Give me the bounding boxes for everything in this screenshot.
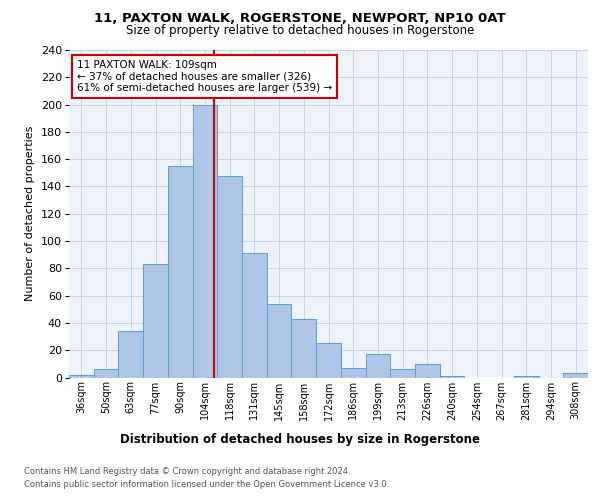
Bar [168, 166, 193, 378]
Text: Distribution of detached houses by size in Rogerstone: Distribution of detached houses by size … [120, 432, 480, 446]
Bar [69, 375, 94, 378]
Text: Size of property relative to detached houses in Rogerstone: Size of property relative to detached ho… [126, 24, 474, 37]
Bar [217, 176, 242, 378]
Bar [390, 370, 415, 378]
Bar [341, 368, 365, 378]
Bar [316, 344, 341, 378]
Bar [514, 376, 539, 378]
Text: 11, PAXTON WALK, ROGERSTONE, NEWPORT, NP10 0AT: 11, PAXTON WALK, ROGERSTONE, NEWPORT, NP… [94, 12, 506, 26]
Bar [365, 354, 390, 378]
Y-axis label: Number of detached properties: Number of detached properties [25, 126, 35, 302]
Bar [94, 370, 118, 378]
Text: Contains HM Land Registry data © Crown copyright and database right 2024.: Contains HM Land Registry data © Crown c… [24, 468, 350, 476]
Bar [415, 364, 440, 378]
Bar [440, 376, 464, 378]
Bar [118, 331, 143, 378]
Bar [193, 104, 217, 378]
Text: 11 PAXTON WALK: 109sqm
← 37% of detached houses are smaller (326)
61% of semi-de: 11 PAXTON WALK: 109sqm ← 37% of detached… [77, 60, 332, 93]
Bar [242, 254, 267, 378]
Bar [143, 264, 168, 378]
Bar [563, 374, 588, 378]
Bar [292, 319, 316, 378]
Bar [267, 304, 292, 378]
Text: Contains public sector information licensed under the Open Government Licence v3: Contains public sector information licen… [24, 480, 389, 489]
